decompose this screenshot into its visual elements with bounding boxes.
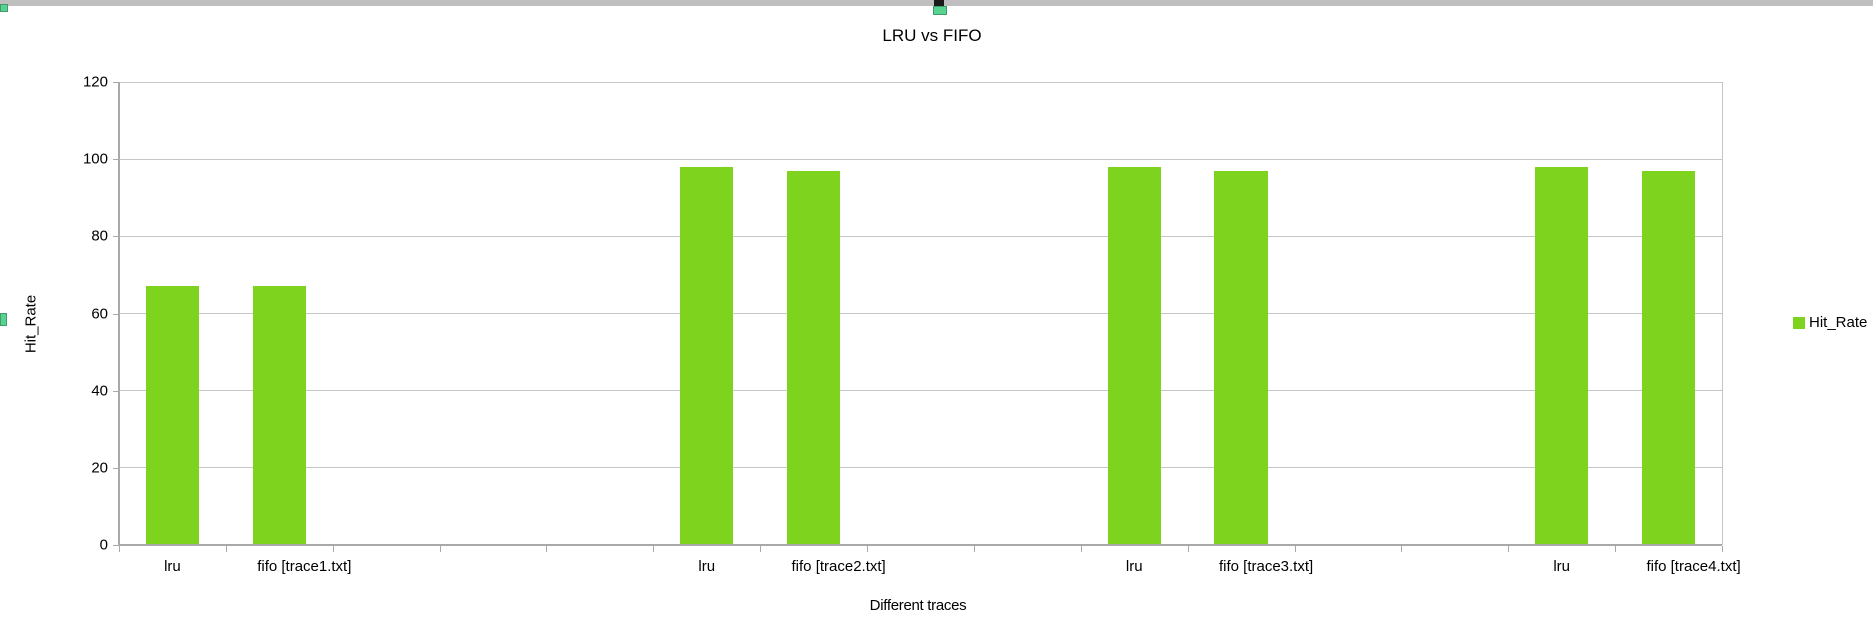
legend[interactable]: Hit_Rate [1793,314,1867,331]
x-category-label: lru [698,558,716,575]
y-gridline [119,235,1722,237]
y-tick-label: 100 [82,150,108,168]
bar[interactable] [252,286,306,544]
y-gridline [119,158,1722,160]
x-axis-tick [119,546,120,552]
x-category-label: fifo [trace1.txt] [257,558,352,575]
x-axis-tick [1615,546,1617,552]
selection-handle-top-left[interactable] [0,4,8,12]
y-axis-tick [113,390,119,392]
bar[interactable] [1214,170,1268,544]
x-axis-tick [973,546,975,552]
x-axis-tick [867,546,869,552]
bar[interactable] [680,166,734,544]
legend-label: Hit_Rate [1809,314,1868,331]
x-axis-tick [1722,546,1723,552]
y-axis-tick [113,313,119,315]
y-axis-line [118,82,120,545]
y-axis-tick [113,545,119,546]
x-axis-tick [546,546,548,552]
x-category-label: fifo [trace2.txt] [791,558,886,575]
y-axis-tick [113,467,119,469]
x-axis-line [118,544,1722,546]
y-axis-tick [113,82,119,83]
plot-right-border [1721,82,1723,545]
y-gridline [119,390,1722,392]
bar[interactable] [1107,166,1161,544]
x-category-label: fifo [trace4.txt] [1646,558,1741,575]
legend-swatch-icon [1793,316,1805,329]
y-tick-label: 20 [91,459,108,477]
bar[interactable] [1534,166,1589,544]
y-axis-tick [113,236,119,238]
y-gridline [119,81,1722,83]
bar[interactable] [145,286,200,544]
x-axis-tick [1187,546,1189,552]
y-tick-label: 60 [91,305,108,322]
x-category-label: lru [164,558,181,575]
selection-handle-middle-left[interactable] [0,313,7,326]
x-category-label: lru [1125,558,1143,575]
x-axis-tick [1401,546,1403,552]
chart-title[interactable]: LRU vs FIFO [882,26,982,45]
x-axis-tick [225,546,227,552]
y-axis-tick [113,159,119,161]
x-axis-title[interactable]: Different traces [869,597,967,614]
chart-anchor-mark [934,0,944,6]
y-gridline [119,313,1722,314]
y-tick-label: 40 [91,382,108,400]
x-category-label: fifo [trace3.txt] [1218,558,1314,575]
selection-handle-top-center[interactable] [933,6,947,15]
y-tick-label: 120 [82,73,108,91]
bar[interactable] [786,170,841,544]
x-axis-tick [1508,546,1510,552]
x-category-label: lru [1553,558,1571,575]
x-axis-tick [1080,546,1082,552]
y-tick-label: 80 [91,227,108,245]
y-tick-label: 0 [99,536,108,554]
y-gridline [119,467,1722,469]
x-axis-tick [439,546,441,552]
bar[interactable] [1641,170,1696,544]
x-axis-tick [653,546,655,552]
x-axis-tick [332,546,334,552]
x-axis-tick [1294,546,1296,552]
x-axis-tick [760,546,762,552]
